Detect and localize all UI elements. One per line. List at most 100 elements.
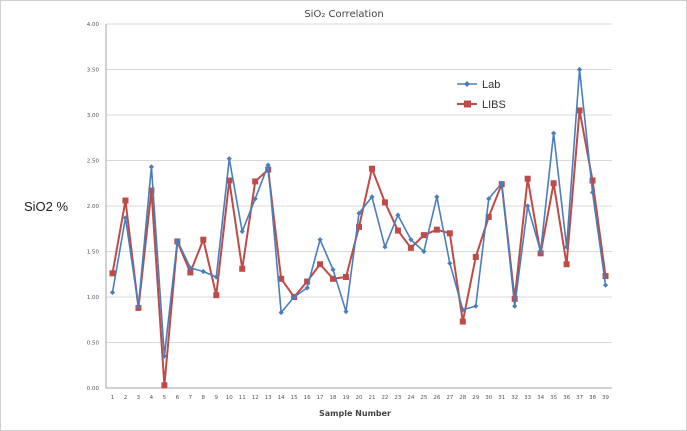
data-point-libs	[459, 318, 466, 325]
y-tick-label: 2.50	[87, 159, 100, 165]
data-point-lab	[330, 267, 336, 273]
x-tick-label: 12	[252, 395, 259, 401]
x-tick-label: 9	[215, 395, 219, 401]
data-point-libs	[226, 177, 233, 184]
data-point-libs	[187, 269, 194, 276]
data-point-lab	[563, 244, 570, 250]
x-tick-label: 34	[537, 395, 544, 401]
data-point-lab	[213, 274, 219, 280]
x-tick-label: 22	[381, 395, 388, 401]
data-point-libs	[524, 175, 531, 182]
data-point-libs	[109, 270, 116, 277]
x-tick-label: 3	[137, 395, 141, 401]
y-axis-label: SiO2 %	[24, 199, 69, 214]
data-point-lab	[460, 307, 466, 313]
data-point-lab	[291, 294, 297, 300]
data-point-lab	[369, 194, 375, 200]
data-point-lab	[447, 260, 453, 266]
data-point-lab	[421, 248, 427, 255]
data-point-lab	[499, 180, 505, 186]
data-point-lab	[525, 203, 531, 209]
x-tick-label: 27	[446, 395, 453, 401]
y-tick-label: 0.50	[87, 341, 100, 347]
data-point-lab	[187, 265, 193, 271]
data-point-lab	[602, 282, 609, 288]
data-point-libs	[576, 107, 583, 114]
data-point-libs	[420, 232, 427, 239]
legend: Lab LIBS	[457, 79, 506, 111]
series-lab	[109, 66, 609, 359]
data-point-lab	[161, 353, 167, 359]
x-tick-label: 14	[278, 395, 285, 401]
y-tick-label: 3.50	[87, 68, 100, 74]
data-point-lab	[200, 268, 206, 275]
data-point-libs	[563, 261, 570, 268]
data-point-libs	[239, 265, 246, 272]
data-point-libs	[368, 165, 375, 172]
x-tick-label: 2	[124, 395, 128, 401]
chart-title: SiO₂ Correlation	[304, 9, 383, 20]
data-point-libs	[356, 223, 362, 230]
x-tick-label: 38	[589, 395, 596, 401]
legend-label: LIBS	[482, 99, 506, 111]
data-point-libs	[304, 278, 311, 285]
x-tick-label: 20	[356, 395, 363, 401]
legend-marker	[464, 100, 471, 108]
data-point-lab	[395, 212, 401, 218]
y-tick-label: 0.00	[87, 386, 100, 392]
data-point-lab	[252, 196, 258, 202]
x-tick-label: 32	[511, 395, 518, 401]
x-tick-label: 24	[407, 395, 414, 401]
x-tick-label: 31	[498, 395, 505, 401]
data-point-lab	[512, 303, 518, 309]
x-tick-label: 8	[202, 395, 206, 401]
data-point-libs	[485, 213, 492, 220]
x-tick-label: 23	[394, 395, 401, 401]
data-point-libs	[252, 178, 259, 185]
x-tick-label: 18	[330, 395, 337, 401]
legend-label: Lab	[482, 79, 500, 91]
axes: 0.000.501.001.502.002.503.003.504.001 2 3 4…	[87, 22, 612, 401]
data-point-libs	[446, 230, 453, 237]
x-tick-label: 4	[150, 395, 154, 401]
x-tick-label: 11	[239, 395, 246, 401]
x-tick-label: 6	[176, 395, 180, 401]
data-point-lab	[408, 237, 414, 243]
x-tick-label: 29	[472, 395, 479, 401]
data-point-lab	[304, 285, 310, 291]
data-point-libs	[407, 244, 414, 251]
gridlines	[106, 23, 612, 343]
x-tick-label: 13	[265, 395, 272, 401]
data-point-lab	[589, 189, 596, 195]
data-point-libs	[394, 227, 401, 234]
data-point-lab	[109, 289, 116, 296]
x-tick-label: 16	[304, 395, 311, 401]
x-tick-label: 39	[602, 395, 609, 401]
data-point-libs	[343, 273, 350, 280]
data-point-libs	[550, 180, 557, 187]
x-tick-label: 37	[576, 395, 583, 401]
data-point-lab	[135, 303, 142, 309]
data-point-libs	[330, 275, 337, 282]
x-tick-label: 25	[420, 395, 427, 401]
x-tick-label: 36	[563, 395, 570, 401]
data-point-libs	[213, 292, 220, 299]
data-point-lab	[317, 237, 323, 243]
data-point-libs	[278, 275, 285, 282]
legend-marker	[464, 81, 470, 87]
data-point-lab	[576, 66, 583, 73]
data-point-lab	[148, 164, 155, 170]
data-point-lab	[434, 194, 440, 200]
data-point-lab	[122, 215, 129, 221]
data-point-lab	[265, 162, 271, 168]
data-point-lab	[538, 248, 544, 255]
series-group	[109, 66, 609, 389]
x-tick-label: 21	[368, 395, 375, 401]
y-tick-label: 4.00	[87, 22, 100, 28]
data-point-libs	[472, 253, 479, 260]
y-tick-label: 2.00	[87, 204, 100, 210]
data-point-libs	[589, 177, 596, 184]
x-tick-label: 26	[433, 395, 440, 401]
x-tick-label: 1	[111, 395, 115, 401]
